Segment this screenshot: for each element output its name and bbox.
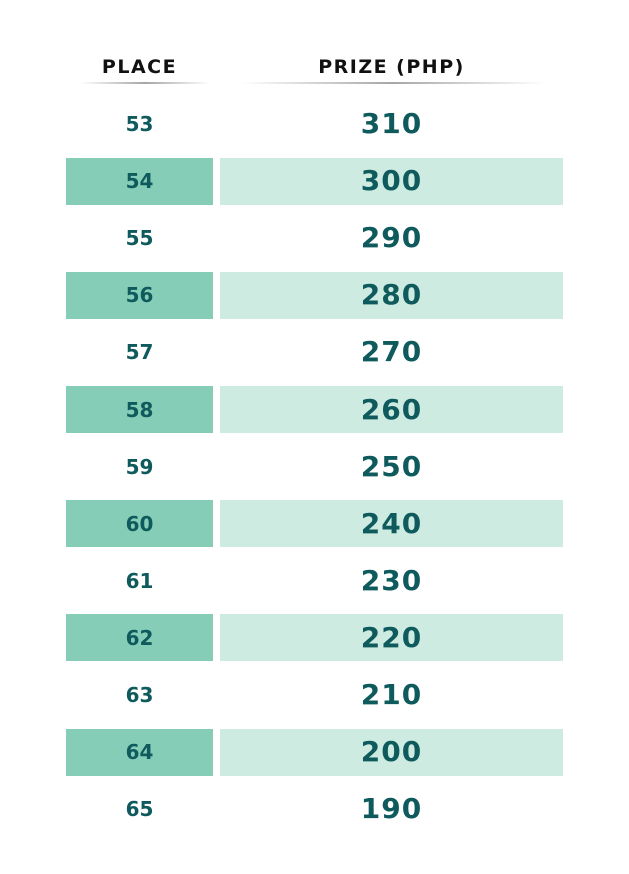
row-band-place	[66, 500, 213, 548]
row-band-place	[66, 386, 213, 433]
prize-cell: 300	[360, 164, 423, 198]
prize-cell: 190	[360, 792, 423, 826]
place-cell: 60	[125, 511, 154, 536]
row-band-prize	[220, 500, 563, 548]
place-cell: 64	[125, 740, 154, 765]
prize-cell: 280	[360, 278, 423, 312]
row-band-prize	[220, 157, 563, 205]
prize-cell: 310	[360, 107, 423, 140]
row-band-prize	[220, 386, 563, 433]
row-band-place	[66, 157, 213, 205]
header-place: PLACE	[101, 56, 178, 78]
header-underline	[80, 82, 210, 84]
row-band-place	[66, 728, 213, 776]
header-prize: PRIZE (PHP)	[318, 56, 465, 78]
prize-cell: 220	[360, 620, 423, 654]
place-cell: 65	[125, 797, 154, 822]
place-cell: 53	[125, 112, 154, 136]
place-cell: 62	[125, 625, 154, 650]
row-band-place	[66, 271, 213, 319]
prize-cell: 260	[360, 392, 423, 426]
place-cell: 56	[125, 283, 154, 308]
place-cell: 58	[125, 397, 154, 422]
prize-cell: 210	[360, 678, 423, 711]
row-band-prize	[220, 728, 563, 776]
place-cell: 63	[125, 683, 154, 707]
row-band-place	[66, 614, 213, 662]
place-cell: 54	[125, 169, 154, 194]
prize-cell: 290	[360, 221, 423, 255]
prize-cell: 230	[360, 563, 423, 597]
place-cell: 59	[125, 454, 154, 479]
header-underline	[240, 82, 545, 84]
prize-cell: 240	[360, 506, 423, 540]
place-cell: 55	[125, 226, 154, 251]
row-band-prize	[220, 614, 563, 662]
prize-cell: 270	[360, 335, 423, 369]
place-cell: 57	[125, 340, 154, 365]
prize-cell: 250	[360, 449, 423, 483]
place-cell: 61	[125, 568, 154, 593]
prize-cell: 200	[360, 735, 423, 769]
row-band-prize	[220, 271, 563, 319]
